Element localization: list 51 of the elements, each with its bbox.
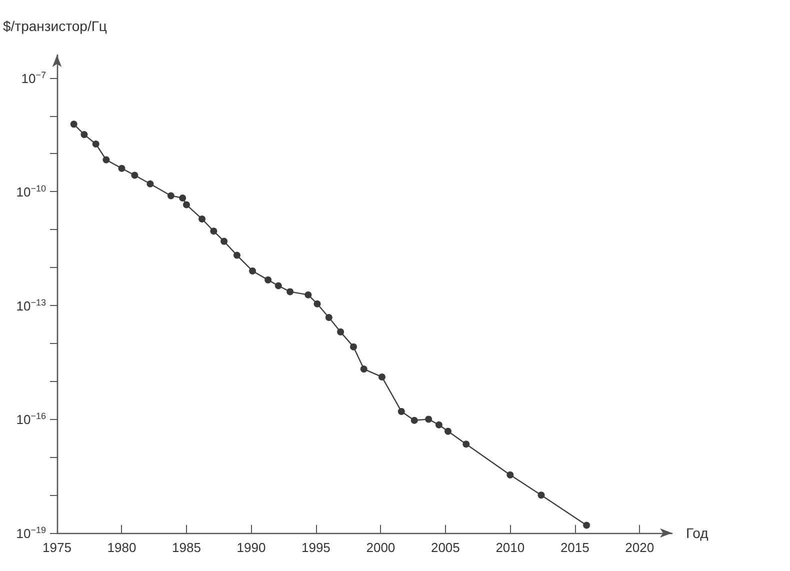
point: [249, 267, 256, 274]
point: [274, 282, 282, 290]
point: [378, 373, 386, 380]
y-tick-label: 10$^{−16}$: [16, 411, 46, 428]
point: [325, 314, 332, 322]
point: [118, 164, 126, 172]
point: [538, 492, 545, 499]
point: [314, 300, 321, 308]
point: [337, 328, 344, 336]
point: [506, 471, 514, 478]
point: [220, 238, 228, 245]
point: [210, 228, 218, 235]
x-axis-title: Год: [686, 525, 708, 541]
y-tick-label: 10$^{−19}$: [16, 525, 46, 541]
point: [179, 194, 186, 202]
point: [360, 366, 368, 373]
y-tick-label: 10$^{−7}$: [21, 70, 46, 86]
x-tick-label: 1980: [107, 540, 136, 555]
point: [264, 276, 272, 284]
x-tick-label: 2000: [366, 540, 396, 555]
point: [146, 180, 154, 188]
x-tick-label: 2005: [430, 540, 460, 555]
point: [410, 416, 418, 424]
point: [462, 440, 470, 448]
point: [435, 421, 442, 428]
point: [583, 522, 590, 529]
x-tick-label: 2020: [625, 540, 654, 555]
point: [80, 131, 88, 138]
y-tick-label: 10$^{−13}$: [16, 297, 46, 314]
point: [304, 291, 312, 298]
x-tick-label: 1990: [236, 540, 266, 555]
point: [102, 156, 110, 164]
point: [70, 120, 78, 128]
point: [425, 416, 432, 423]
point: [167, 192, 174, 200]
x-tick-label: 1975: [42, 540, 72, 555]
point: [233, 252, 240, 259]
point: [198, 215, 206, 222]
point: [286, 288, 294, 296]
point: [350, 343, 357, 350]
point: [92, 140, 100, 148]
x-tick-label: 2015: [560, 540, 590, 555]
point: [444, 428, 452, 435]
y-axis-title: $/транзистор/Гц: [3, 18, 107, 34]
point: [182, 201, 190, 208]
point: [131, 172, 138, 179]
x-tick-label: 2010: [496, 540, 525, 555]
y-tick-label: 10$^{−10}$: [16, 184, 46, 200]
point: [398, 408, 405, 415]
x-tick-label: 1995: [301, 540, 330, 555]
x-tick-label: 1985: [172, 540, 201, 555]
